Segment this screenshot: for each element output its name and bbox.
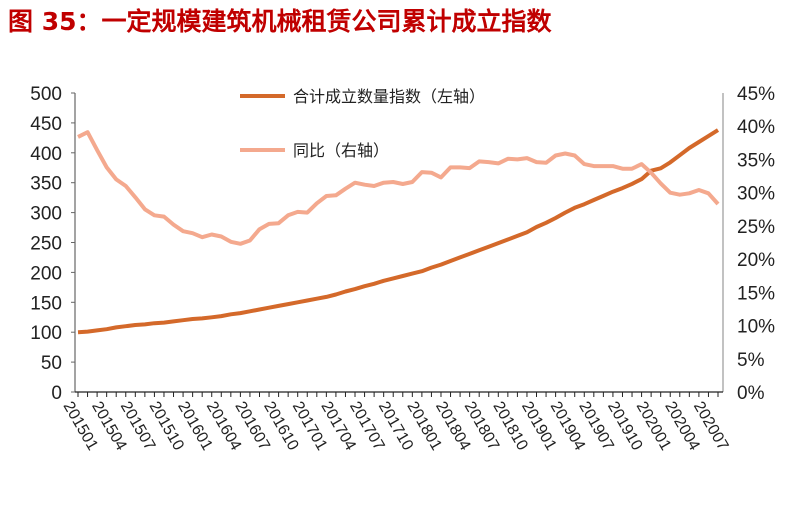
left-tick-label: 300 <box>30 204 62 225</box>
left-tick-label: 150 <box>30 293 62 314</box>
right-tick-label: 5% <box>737 350 765 371</box>
left-tick-label: 200 <box>30 263 62 284</box>
series-line-index <box>77 128 720 335</box>
right-tick-label: 35% <box>737 150 775 171</box>
left-tick-label: 100 <box>30 323 62 344</box>
right-tick-label: 10% <box>737 317 775 338</box>
chart-title: 图 35：一定规模建筑机械租赁公司累计成立指数 <box>8 7 552 36</box>
left-tick-label: 450 <box>30 114 62 135</box>
left-tick-label: 350 <box>30 174 62 195</box>
right-tick-label: 15% <box>737 283 775 304</box>
right-tick-label: 45% <box>737 84 775 105</box>
left-tick-label: 400 <box>30 144 62 165</box>
left-tick-label: 0 <box>51 383 62 404</box>
left-tick-label: 250 <box>30 234 62 255</box>
right-tick-label: 25% <box>737 217 775 238</box>
right-tick-label: 20% <box>737 250 775 271</box>
left-tick-label: 500 <box>30 84 62 105</box>
legend-label: 合计成立数量指数（左轴） <box>293 88 485 106</box>
right-tick-label: 40% <box>737 117 775 138</box>
right-tick-label: 30% <box>737 184 775 205</box>
right-tick-label: 0% <box>737 383 765 404</box>
legend-label: 同比（右轴） <box>293 142 389 160</box>
left-tick-label: 50 <box>41 353 62 374</box>
series-line-yoy <box>77 130 720 246</box>
